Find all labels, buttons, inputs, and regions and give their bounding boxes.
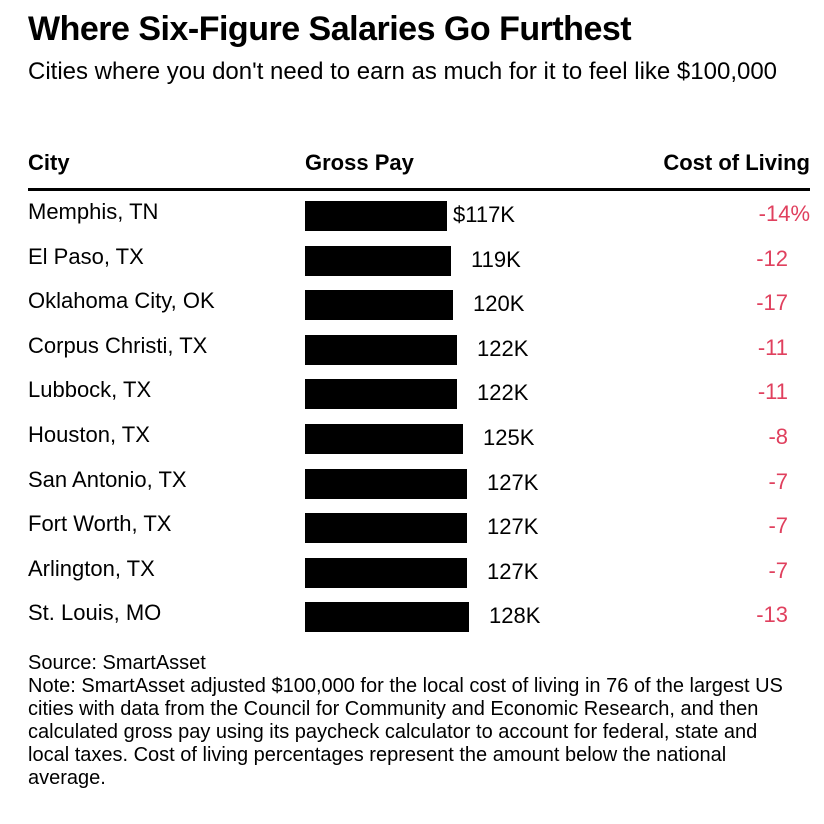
gross-pay-bar bbox=[305, 468, 467, 499]
cost-of-living-value: -8 bbox=[768, 424, 788, 449]
column-header-city: City bbox=[28, 150, 70, 175]
row-city-label: Lubbock, TX bbox=[28, 377, 152, 403]
row-city-label: Houston, TX bbox=[28, 422, 150, 447]
row-city-label: Arlington, TX bbox=[28, 555, 155, 581]
gross-pay-value-label: $117K bbox=[453, 202, 515, 227]
gross-pay-bar bbox=[305, 513, 467, 544]
gross-pay-bar bbox=[305, 245, 451, 276]
row-city-label: Corpus Christi, TX bbox=[28, 332, 208, 358]
column-header-cost-of-living: Cost of Living bbox=[663, 150, 810, 175]
cost-of-living-value: -11 bbox=[757, 334, 788, 360]
gross-pay-value-label: 127K bbox=[487, 558, 539, 584]
note-text: Note: SmartAsset adjusted $100,000 for t… bbox=[28, 675, 783, 789]
gross-pay-bar bbox=[305, 334, 457, 365]
gross-pay-value-label: 120K bbox=[473, 291, 525, 317]
row-city-label: San Antonio, TX bbox=[28, 466, 187, 492]
cost-of-living-value: -14% bbox=[758, 201, 810, 226]
cost-of-living-value: -11 bbox=[757, 379, 788, 405]
row-city-label: Oklahoma City, OK bbox=[28, 288, 215, 314]
cost-of-living-value: -7 bbox=[768, 513, 788, 539]
chart-title: Where Six-Figure Salaries Go Furthest bbox=[28, 10, 632, 48]
gross-pay-bar bbox=[305, 290, 453, 321]
cost-of-living-value: -17 bbox=[756, 290, 788, 316]
gross-pay-bar bbox=[305, 602, 469, 633]
gross-pay-value-label: 125K bbox=[483, 425, 535, 450]
chart-subtitle: Cities where you don't need to earn as m… bbox=[28, 58, 778, 85]
cost-of-living-value: -7 bbox=[768, 557, 788, 583]
cost-of-living-value: -13 bbox=[756, 602, 788, 628]
gross-pay-bar bbox=[305, 379, 457, 410]
row-city-label: Memphis, TN bbox=[28, 199, 159, 224]
cost-of-living-value: -7 bbox=[768, 468, 788, 494]
gross-pay-value-label: 122K bbox=[477, 335, 529, 361]
gross-pay-bar bbox=[305, 201, 447, 231]
header-rule bbox=[28, 188, 810, 191]
gross-pay-value-label: 119K bbox=[471, 246, 521, 272]
chart-rows: Memphis, TN $117K -14% El Paso, TX 119K -12 Ok… bbox=[28, 199, 810, 633]
gross-pay-value-label: 122K bbox=[477, 380, 529, 406]
gross-pay-value-label: 127K bbox=[487, 514, 539, 540]
gross-pay-value-label: 128K bbox=[489, 603, 541, 629]
cost-of-living-value: -12 bbox=[756, 245, 788, 271]
row-city-label: St. Louis, MO bbox=[28, 600, 162, 626]
gross-pay-bar bbox=[305, 424, 463, 454]
row-city-label: Fort Worth, TX bbox=[28, 511, 172, 537]
gross-pay-value-label: 127K bbox=[487, 469, 539, 495]
column-header-gross-pay: Gross Pay bbox=[305, 150, 414, 175]
source-text: Source: SmartAsset bbox=[28, 652, 206, 674]
chart-footer: Source: SmartAsset Note: SmartAsset adju… bbox=[28, 652, 798, 790]
gross-pay-bar bbox=[305, 557, 467, 588]
row-city-label: El Paso, TX bbox=[28, 243, 144, 269]
